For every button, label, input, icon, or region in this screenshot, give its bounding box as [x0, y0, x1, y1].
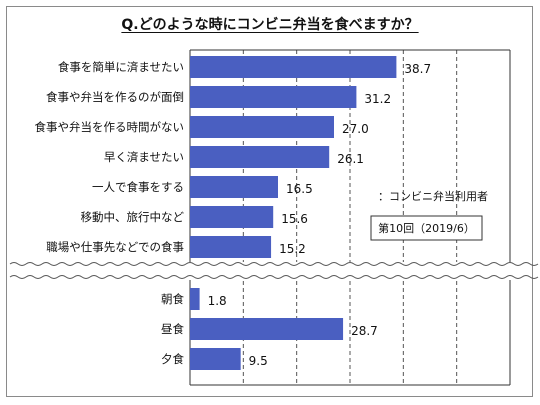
value-label: 31.2	[364, 92, 391, 106]
value-label: 16.5	[286, 182, 313, 196]
survey-box	[370, 215, 483, 241]
bar	[190, 348, 241, 370]
bar	[190, 206, 274, 228]
category-label: 一人で食事をする	[92, 180, 184, 194]
category-label: 早く済ませたい	[104, 150, 184, 164]
chart-title: Q.どのような時にコンビニ弁当を食べますか？	[0, 14, 540, 34]
bar	[190, 288, 200, 310]
category-label: 食事を簡単に済ませたい	[58, 60, 184, 74]
category-label: 移動中、旅行中など	[81, 210, 185, 224]
bar	[190, 236, 272, 258]
bar	[190, 318, 344, 340]
bar	[190, 146, 330, 168]
bar	[190, 176, 278, 198]
chart-title-text: Q.どのような時にコンビニ弁当を食べますか？	[121, 17, 419, 33]
value-label: 15.6	[281, 212, 308, 226]
value-label: 27.0	[342, 122, 369, 136]
category-label: 職場や仕事先などでの食事	[46, 240, 184, 254]
category-label: 昼食	[161, 322, 184, 336]
survey-box-label: 第10回（2019/6）	[378, 221, 475, 235]
axis-break-wave-upper	[9, 262, 539, 266]
value-label: 1.8	[208, 294, 227, 308]
value-label: 26.1	[337, 152, 364, 166]
axis-break-wave-lower	[9, 275, 539, 279]
category-label: 食事や弁当を作るのが面倒	[46, 90, 184, 104]
category-label: 夕食	[161, 352, 184, 366]
base-note: ：コンビニ弁当利用者	[378, 189, 488, 203]
value-label: 38.7	[404, 62, 431, 76]
value-label: 28.7	[351, 324, 378, 338]
bar	[190, 56, 397, 78]
category-label: 朝食	[161, 292, 184, 306]
bar	[190, 86, 357, 108]
bar	[190, 116, 334, 138]
value-label: 15.2	[279, 242, 306, 256]
category-label: 食事や弁当を作る時間がない	[35, 120, 185, 134]
value-label: 9.5	[249, 354, 268, 368]
